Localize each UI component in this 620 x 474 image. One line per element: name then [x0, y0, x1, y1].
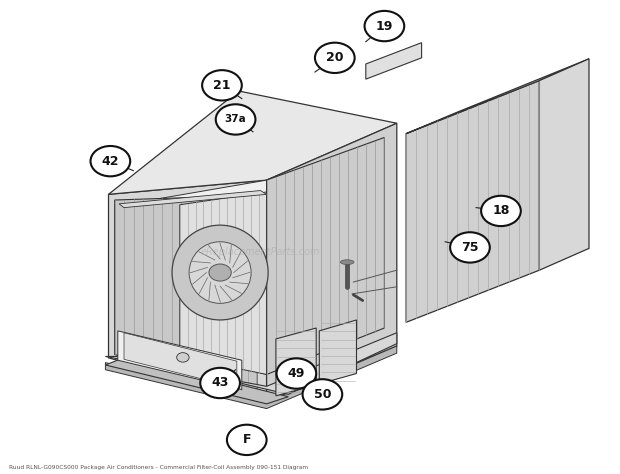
Polygon shape — [115, 195, 257, 394]
Circle shape — [303, 379, 342, 410]
Polygon shape — [124, 333, 237, 388]
Polygon shape — [267, 137, 384, 374]
Circle shape — [481, 196, 521, 226]
Text: 43: 43 — [211, 376, 229, 390]
Circle shape — [450, 232, 490, 263]
Circle shape — [91, 146, 130, 176]
Circle shape — [177, 353, 189, 362]
Text: 19: 19 — [376, 19, 393, 33]
Ellipse shape — [340, 260, 354, 264]
Polygon shape — [406, 81, 539, 322]
Text: 75: 75 — [461, 241, 479, 254]
Circle shape — [216, 104, 255, 135]
Circle shape — [200, 368, 240, 398]
Text: 37a: 37a — [224, 114, 247, 125]
Text: 50: 50 — [314, 388, 331, 401]
Ellipse shape — [189, 242, 251, 303]
Polygon shape — [406, 59, 589, 134]
Polygon shape — [366, 43, 422, 79]
Text: 20: 20 — [326, 51, 343, 64]
Text: Ruud RLNL-G090CS000 Package Air Conditioners - Commercial Filter-Coil Assembly 0: Ruud RLNL-G090CS000 Package Air Conditio… — [9, 465, 308, 470]
Polygon shape — [108, 180, 267, 401]
Text: 42: 42 — [102, 155, 119, 168]
Polygon shape — [267, 123, 397, 401]
Polygon shape — [108, 91, 397, 194]
Polygon shape — [143, 180, 267, 374]
Polygon shape — [118, 331, 242, 390]
Polygon shape — [276, 328, 316, 396]
Polygon shape — [105, 346, 397, 409]
Circle shape — [209, 264, 231, 281]
Polygon shape — [105, 356, 288, 404]
Text: eReplacementParts.com: eReplacementParts.com — [201, 247, 320, 257]
Ellipse shape — [172, 225, 268, 320]
Circle shape — [227, 425, 267, 455]
Polygon shape — [105, 333, 397, 394]
Circle shape — [277, 358, 316, 389]
Polygon shape — [539, 59, 589, 270]
Circle shape — [202, 70, 242, 100]
Text: 18: 18 — [492, 204, 510, 218]
Polygon shape — [119, 191, 267, 208]
Circle shape — [365, 11, 404, 41]
Text: 21: 21 — [213, 79, 231, 92]
Polygon shape — [319, 320, 356, 384]
Text: 49: 49 — [288, 367, 305, 380]
Text: F: F — [242, 433, 251, 447]
Circle shape — [315, 43, 355, 73]
Polygon shape — [180, 192, 267, 374]
